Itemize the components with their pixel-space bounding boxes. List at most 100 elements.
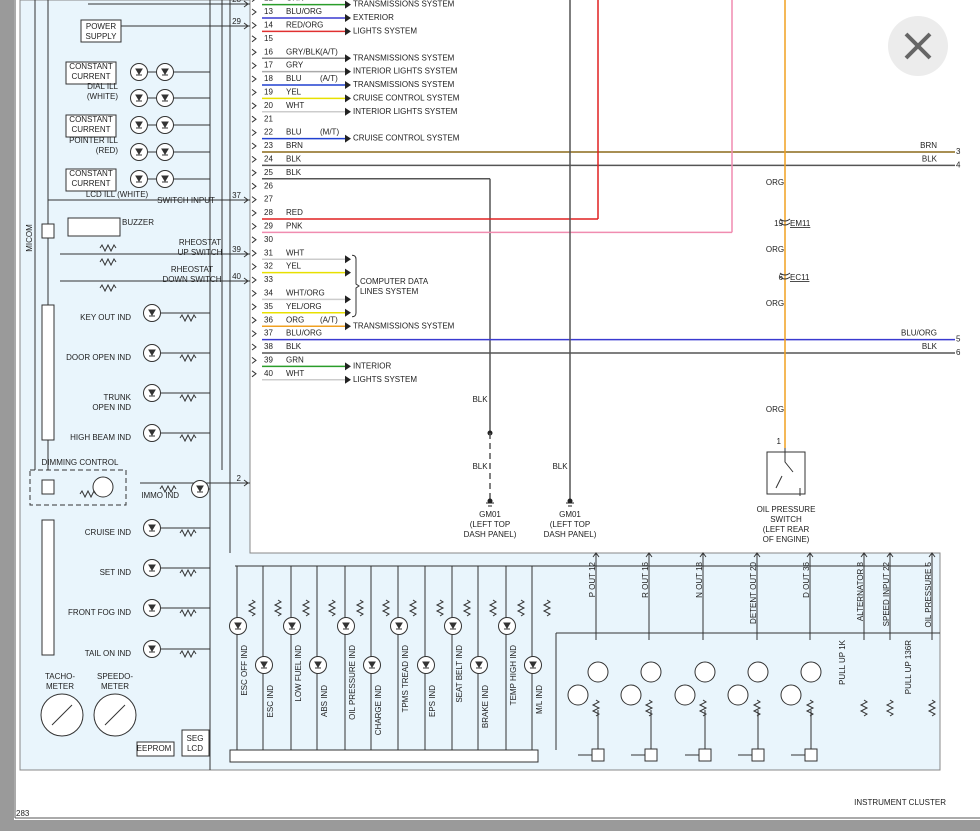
wire-color: WHT bbox=[286, 369, 304, 378]
output-label: ALTERNATOR 8 bbox=[856, 561, 865, 621]
led-symbol bbox=[234, 622, 242, 630]
led-symbol bbox=[135, 148, 143, 156]
module-label: SPEEDO- bbox=[97, 672, 133, 681]
connector-pin: 6 bbox=[779, 273, 784, 282]
bar-block bbox=[41, 519, 55, 656]
led-symbol bbox=[148, 389, 156, 397]
wire-color: YEL/ORG bbox=[286, 302, 322, 311]
connector-name: EM11 bbox=[790, 219, 811, 228]
pin-number: 26 bbox=[264, 181, 273, 190]
led-symbol bbox=[475, 661, 483, 669]
module-label: IMMO IND bbox=[141, 491, 179, 500]
wire-color: BLK bbox=[922, 342, 938, 351]
module-label: KEY OUT IND bbox=[80, 313, 131, 322]
pin-arrow bbox=[251, 8, 257, 16]
wire-color: BLK bbox=[286, 155, 302, 164]
wire-arrow bbox=[345, 107, 351, 116]
wire-arrow bbox=[345, 27, 351, 36]
output-label: PULL UP 1K bbox=[838, 639, 847, 685]
switch-label: OIL PRESSURE bbox=[757, 505, 816, 514]
resistor bbox=[179, 313, 197, 323]
output-label: R OUT 16 bbox=[641, 561, 650, 597]
close-icon[interactable] bbox=[904, 32, 932, 60]
transistor bbox=[620, 684, 642, 706]
output-label: D OUT 36 bbox=[802, 561, 811, 597]
wire-target: CRUISE CONTROL SYSTEM bbox=[353, 134, 460, 143]
wire-color: GRN bbox=[286, 356, 304, 365]
pin-number: 30 bbox=[264, 235, 273, 244]
led-symbol bbox=[148, 429, 156, 437]
pin-number: 29 bbox=[232, 17, 241, 26]
indicator-label: OIL PRESSURE IND bbox=[348, 645, 357, 720]
pin-arrow bbox=[251, 89, 257, 96]
module-label: RHEOSTAT bbox=[171, 265, 213, 274]
module-label: TRUNK bbox=[103, 393, 131, 402]
pin-arrow bbox=[243, 196, 249, 204]
wire-color: GRY bbox=[286, 61, 304, 70]
wire-target: EXTERIOR bbox=[353, 13, 394, 22]
wire-color: BLK bbox=[472, 462, 488, 471]
led-symbol bbox=[161, 94, 169, 102]
wire-arrow bbox=[345, 322, 351, 331]
indicator-label: CHARGE IND bbox=[374, 685, 383, 735]
resistor bbox=[435, 599, 445, 617]
wire-arrow bbox=[345, 295, 351, 304]
pin-arrow bbox=[251, 196, 257, 203]
module-label: CURRENT bbox=[71, 125, 110, 134]
wire-color: WHT/ORG bbox=[286, 289, 325, 298]
pin-number: 28 bbox=[264, 208, 273, 217]
led-symbol bbox=[135, 94, 143, 102]
pin-number: 20 bbox=[264, 101, 273, 110]
wire-color: ORG bbox=[766, 405, 784, 414]
wire-color: BLK bbox=[472, 395, 488, 404]
module-label: EEPROM bbox=[137, 744, 172, 753]
pin-number: 34 bbox=[264, 289, 273, 298]
pin-number: 18 bbox=[264, 74, 273, 83]
footer-title: INSTRUMENT CLUSTER bbox=[854, 798, 946, 807]
pin-arrow bbox=[251, 357, 257, 364]
wire-arrow bbox=[345, 0, 351, 9]
pin-number: 13 bbox=[264, 7, 273, 16]
pin-arrow bbox=[251, 209, 257, 217]
wire-color: BLU bbox=[286, 128, 302, 137]
output-label: P OUT 12 bbox=[588, 561, 597, 597]
wire-color: ORG bbox=[766, 299, 784, 308]
pin-number: 14 bbox=[264, 21, 273, 30]
led-symbol bbox=[148, 309, 156, 317]
output-box bbox=[644, 748, 658, 762]
resistor bbox=[301, 599, 311, 617]
connector-symbol bbox=[779, 218, 791, 226]
module-label: CRUISE IND bbox=[85, 528, 131, 537]
pin-arrow bbox=[251, 263, 257, 270]
led-symbol bbox=[135, 121, 143, 129]
resistor bbox=[79, 489, 97, 499]
resistor bbox=[99, 283, 117, 293]
close-button[interactable] bbox=[888, 16, 948, 76]
led-symbol bbox=[529, 661, 537, 669]
wire-target: INTERIOR bbox=[353, 362, 391, 371]
transistor bbox=[587, 661, 609, 683]
module-label: SET IND bbox=[100, 568, 132, 577]
page-number: 283 bbox=[16, 809, 30, 818]
pin-arrow bbox=[251, 223, 257, 230]
wire-color: ORG bbox=[286, 315, 304, 324]
indicator-label: SEAT BELT IND bbox=[455, 645, 464, 703]
pin-arrow bbox=[251, 75, 257, 83]
pin-number: 22 bbox=[264, 128, 273, 137]
wire-color: WHT bbox=[286, 248, 304, 257]
pin-arrow bbox=[251, 129, 257, 136]
wire-color: YEL bbox=[286, 262, 302, 271]
module-label: DIMMING CONTROL bbox=[42, 458, 119, 467]
pin-arrow bbox=[251, 316, 257, 324]
module-label: CONSTANT bbox=[69, 169, 113, 178]
led-symbol bbox=[161, 68, 169, 76]
bar-block bbox=[41, 304, 55, 441]
transistor bbox=[780, 684, 802, 706]
module-label: POWER bbox=[86, 22, 116, 31]
indicator-label: EPS IND bbox=[428, 685, 437, 717]
ground-label: DASH PANEL) bbox=[544, 530, 597, 539]
module-label: LCD ILL (WHITE) bbox=[86, 190, 149, 199]
wire-target: LIGHTS SYSTEM bbox=[353, 27, 417, 36]
